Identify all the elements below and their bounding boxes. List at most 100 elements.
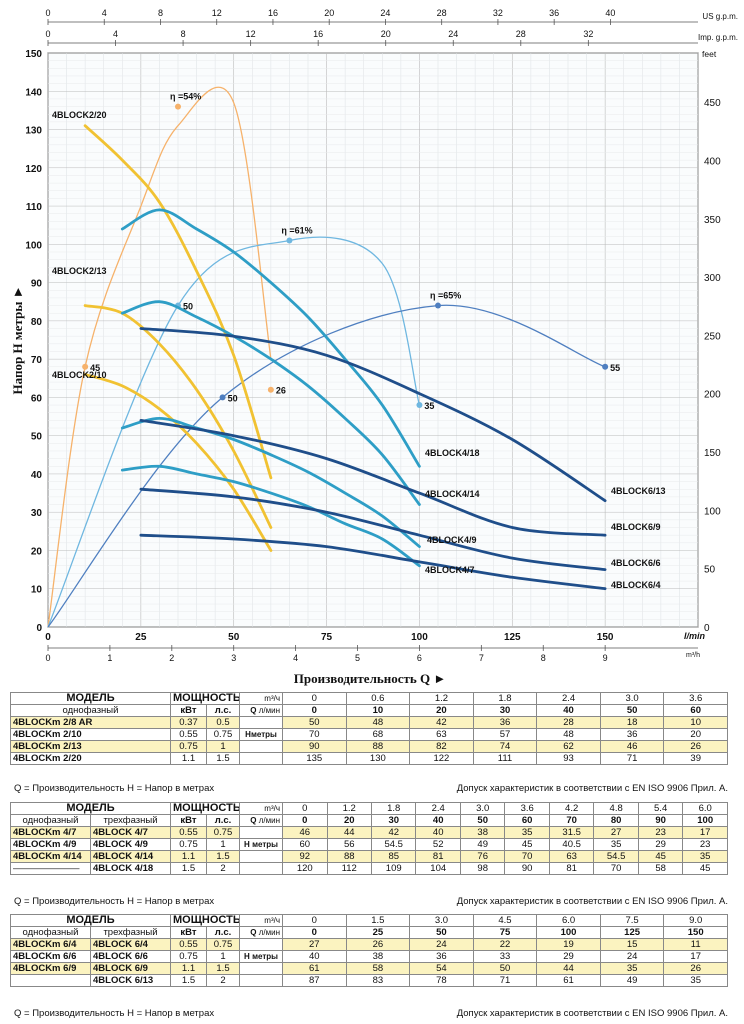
lmin-unit: Q л/мин xyxy=(239,926,284,939)
m3h-value: 1.8 xyxy=(472,692,538,705)
kw-value: 1.1 xyxy=(170,850,207,863)
head-value: 71 xyxy=(599,752,665,765)
kw-value: 0.55 xyxy=(170,938,207,951)
single-phase-header: однофазный xyxy=(10,704,171,717)
m3h-value: 3.0 xyxy=(409,914,474,927)
m3h-value: 3.6 xyxy=(663,692,728,705)
head-value: 42 xyxy=(370,826,417,839)
x-tick-label-impgpm: 20 xyxy=(381,29,391,39)
efficiency-point-label: 45 xyxy=(90,363,100,373)
y-tick-label-feet: 200 xyxy=(704,390,721,401)
table-note-right: Допуск характеристик в соответствии с EN… xyxy=(456,896,728,907)
y-tick-label-feet: 400 xyxy=(704,156,721,167)
lmin-unit-label: л/мин xyxy=(258,816,281,825)
head-unit xyxy=(239,740,284,753)
three-phase-header: трехфазный xyxy=(90,814,171,827)
model-name-single: 4BLOCKm 6/4 xyxy=(10,938,91,951)
head-value: 82 xyxy=(409,740,474,753)
series-line xyxy=(139,419,607,537)
m3h-unit: m³/ч xyxy=(239,692,284,705)
model-name-three: 4BLOCK 4/18 xyxy=(90,862,171,875)
x-tick-label-impgpm: 32 xyxy=(583,29,593,39)
table-row: 4BLOCKm 6/4 4BLOCK 6/4 0.55 0.75 27 26 2… xyxy=(10,938,728,951)
head-value: 135 xyxy=(282,752,347,765)
head-value: 24 xyxy=(599,950,665,963)
y-tick-label-feet: 50 xyxy=(704,565,716,576)
y-tick-label-feet: 450 xyxy=(704,98,721,109)
hp-value: 1.5 xyxy=(205,850,241,863)
efficiency-point-label: 55 xyxy=(610,363,620,373)
efficiency-point-label: 50 xyxy=(228,393,238,403)
hp-header: л.с. xyxy=(205,704,241,717)
series-line xyxy=(120,208,421,468)
head-value: 15 xyxy=(599,938,665,951)
series-line xyxy=(83,124,273,480)
lmin-value: 40 xyxy=(536,704,601,717)
x-tick-label-impgpm: 4 xyxy=(113,29,118,39)
metres-label: метры xyxy=(252,952,278,961)
head-value: 26 xyxy=(345,938,411,951)
model-name-single: 4BLOCKm 4/14 xyxy=(10,850,91,863)
efficiency-curve xyxy=(47,86,272,628)
efficiency-curve xyxy=(47,304,606,628)
m3h-value: 3.0 xyxy=(599,692,665,705)
y-tick-label: 30 xyxy=(31,508,43,519)
table-row: 4BLOCKm 6/6 4BLOCK 6/6 0.75 1 Н метры 40… xyxy=(10,950,728,963)
head-value: 58 xyxy=(345,962,411,975)
lmin-value: 20 xyxy=(326,814,372,827)
x-tick-label-usgpm: 12 xyxy=(212,8,222,18)
efficiency-point-label: 50 xyxy=(183,302,193,312)
lmin-value: 25 xyxy=(345,926,411,939)
y-tick-label-feet: 250 xyxy=(704,331,721,342)
series-line xyxy=(139,327,607,503)
table-row: 4BLOCKm 4/14 4BLOCK 4/14 1.1 1.5 92 88 8… xyxy=(10,850,728,863)
series-label: 4BLOCK6/6 xyxy=(611,558,661,568)
head-value: 93 xyxy=(536,752,601,765)
table-note-right: Допуск характеристик в соответствии с EN… xyxy=(456,1008,728,1019)
head-value: 50 xyxy=(472,962,538,975)
table-row: 4BLOCKm 2/8 AR 0.37 0.5 50 48 42 36 28 1… xyxy=(10,716,728,729)
head-symbol: Н xyxy=(244,952,250,961)
m3h-value: 1.2 xyxy=(326,802,372,815)
model-name-single: 4BLOCKm 4/7 xyxy=(10,826,91,839)
head-unit: Н метры xyxy=(239,838,284,851)
model-name: 4BLOCKm 2/8 AR xyxy=(10,716,171,729)
x-axis-title: Производительность Q ► xyxy=(294,671,447,686)
head-value: 90 xyxy=(282,740,347,753)
head-value: 68 xyxy=(345,728,411,741)
head-value: 45 xyxy=(637,850,684,863)
head-value: 62 xyxy=(536,740,601,753)
chart-grid xyxy=(47,52,699,628)
table-row: 4BLOCK 6/13 1.5 2 87 83 78 71 61 49 35 xyxy=(10,974,728,987)
head-unit xyxy=(239,938,284,951)
m3h-value: 0 xyxy=(282,692,347,705)
power-header: МОЩНОСТЬ xyxy=(169,802,241,815)
kw-header: кВт xyxy=(170,704,207,717)
efficiency-point xyxy=(286,237,293,244)
model-name-three: 4BLOCK 6/9 xyxy=(90,962,171,975)
head-value: 35 xyxy=(663,974,728,987)
kw-value: 0.37 xyxy=(170,716,207,729)
efficiency-point xyxy=(435,302,441,309)
x-tick-label-lmin: 0 xyxy=(45,632,51,643)
table-note-left: Q = Производительность H = Напор в метра… xyxy=(14,1008,215,1019)
model-name-three: 4BLOCK 6/13 xyxy=(90,974,171,987)
q-symbol: Q xyxy=(250,928,257,937)
x-tick-label-lmin: 75 xyxy=(321,632,333,643)
table-row: 4BLOCKm 2/13 0.75 1 90 88 82 74 62 46 26 xyxy=(10,740,728,753)
efficiency-point xyxy=(267,386,274,393)
model-name-three: 4BLOCK 6/4 xyxy=(90,938,171,951)
hp-header: л.с. xyxy=(205,814,241,827)
model-name: 4BLOCKm 2/13 xyxy=(10,740,171,753)
y-tick-label: 80 xyxy=(31,317,43,328)
head-value: 83 xyxy=(345,974,411,987)
kw-value: 0.75 xyxy=(170,838,207,851)
head-value: 28 xyxy=(536,716,601,729)
head-value: 27 xyxy=(593,826,639,839)
hp-value: 1 xyxy=(205,838,241,851)
metres-label: метры xyxy=(252,840,278,849)
single-phase-header: однофазный xyxy=(10,926,91,939)
model-name-three: 4BLOCK 6/6 xyxy=(90,950,171,963)
table-row: 4BLOCKm 6/9 4BLOCK 6/9 1.1 1.5 61 58 54 … xyxy=(10,962,728,975)
series-label: 4BLOCK6/4 xyxy=(611,580,661,590)
